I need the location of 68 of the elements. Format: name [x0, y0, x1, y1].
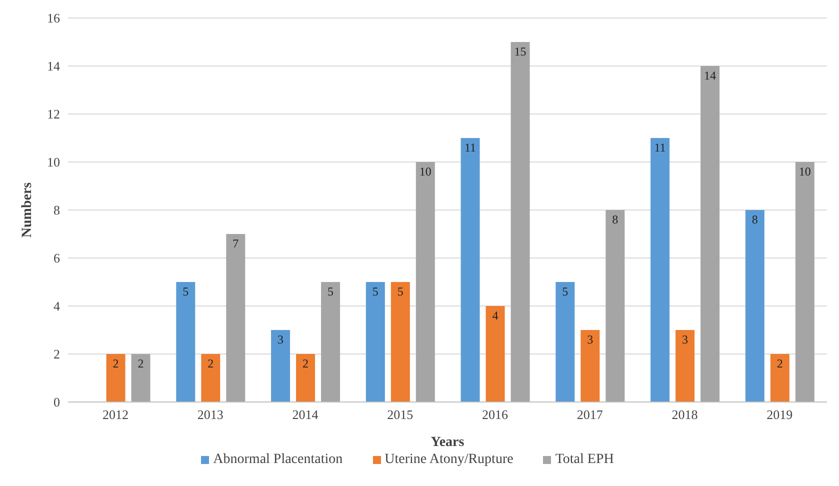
- bar: [770, 354, 790, 402]
- x-tick-label: 2016: [482, 407, 508, 422]
- data-label: 11: [464, 140, 476, 155]
- data-label: 3: [682, 332, 688, 347]
- y-tick-label: 2: [54, 346, 60, 362]
- legend-label: Total EPH: [555, 452, 614, 467]
- bar: [795, 162, 814, 402]
- data-label: 3: [587, 332, 594, 347]
- x-tick-label: 2013: [197, 407, 224, 422]
- data-label: 2: [208, 356, 214, 371]
- y-tick-label: 8: [54, 202, 60, 218]
- data-label: 14: [704, 68, 716, 83]
- bar: [390, 282, 410, 402]
- bar: [366, 282, 385, 402]
- bar: [201, 354, 220, 402]
- x-tick-label: 2014: [292, 407, 319, 422]
- data-label: 5: [372, 284, 378, 299]
- y-tick-label: 4: [54, 298, 60, 314]
- bar: [580, 330, 600, 402]
- data-label: 2: [112, 356, 119, 371]
- x-tick-label: 2017: [576, 407, 604, 422]
- bar: [176, 282, 196, 402]
- bar: [296, 354, 316, 402]
- data-label: 10: [798, 164, 811, 179]
- bar: [226, 234, 246, 402]
- data-label: 2: [302, 356, 309, 371]
- legend-label: Abnormal Placentation: [213, 452, 343, 467]
- x-tick-label: 2012: [102, 407, 128, 422]
- x-tick-label: 2015: [387, 407, 414, 422]
- bar: [556, 282, 575, 402]
- bar: [650, 138, 670, 402]
- y-axis-title: Numbers: [20, 182, 35, 238]
- legend-label: Uterine Atony/Rupture: [384, 452, 514, 467]
- x-tick-label: 2018: [672, 407, 698, 422]
- data-label: 5: [182, 284, 189, 299]
- data-label: 8: [752, 212, 758, 227]
- data-label: 8: [612, 212, 618, 227]
- x-tick-label: 2019: [766, 407, 793, 422]
- data-label: 3: [278, 332, 284, 347]
- data-label: 2: [776, 356, 783, 371]
- y-tick-label: 16: [47, 10, 60, 26]
- data-label: 11: [654, 140, 666, 155]
- data-label: 5: [328, 284, 334, 299]
- bar: [460, 138, 480, 402]
- y-tick-label: 14: [47, 58, 60, 74]
- bar: [106, 354, 126, 402]
- bar: [271, 330, 290, 402]
- data-label: 10: [419, 164, 432, 179]
- y-tick-label: 12: [47, 106, 60, 122]
- data-label: 5: [562, 284, 568, 299]
- bar: [321, 282, 340, 402]
- bar: [131, 354, 150, 402]
- bar: [486, 306, 505, 402]
- data-label: 7: [232, 236, 239, 251]
- bar: [745, 210, 764, 402]
- bar: [676, 330, 695, 402]
- data-label: 15: [514, 44, 526, 59]
- bar: [606, 210, 625, 402]
- y-tick-label: 10: [47, 154, 60, 170]
- y-tick-label: 6: [54, 250, 60, 266]
- bar: [510, 42, 530, 402]
- bar: [700, 66, 720, 402]
- bar: [416, 162, 435, 402]
- x-axis-title: Years: [430, 435, 465, 450]
- data-label: 4: [492, 308, 498, 323]
- y-tick-label: 0: [54, 394, 60, 410]
- data-label: 5: [397, 284, 404, 299]
- data-label: 2: [138, 356, 144, 371]
